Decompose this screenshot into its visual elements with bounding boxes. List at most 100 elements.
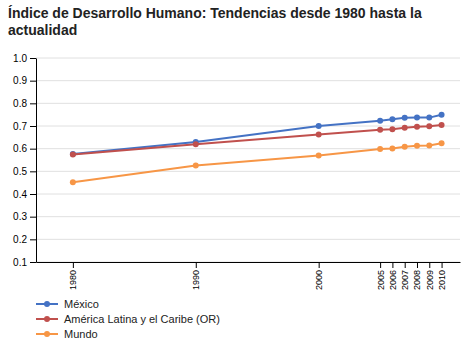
y-tick: 1.0 <box>13 53 36 64</box>
chart-container: Índice de Desarrollo Humano: Tendencias … <box>0 0 474 347</box>
grid-line <box>36 239 460 240</box>
y-tick-mark <box>30 81 36 82</box>
x-tick: 1990 <box>191 262 201 290</box>
point <box>426 142 432 148</box>
y-tick-mark <box>30 262 36 263</box>
x-tick-label: 2006 <box>388 270 398 290</box>
chart: Índice de Desarrollo Humano: Tendencias … <box>0 0 474 347</box>
point <box>316 132 322 138</box>
legend-marker <box>44 316 50 322</box>
x-tick-mark <box>380 262 381 268</box>
legend: México América Latina y el Caribe (OR) Mun… <box>36 298 220 340</box>
point <box>414 143 420 149</box>
x-tick-mark <box>442 262 443 268</box>
x-tick-mark <box>405 262 406 268</box>
x-tick-label: 1990 <box>191 270 201 290</box>
x-tick-mark <box>73 262 74 268</box>
legend-item: México <box>36 298 99 310</box>
legend-marker <box>44 331 50 337</box>
y-axis-line <box>36 59 37 263</box>
point <box>414 115 420 121</box>
point <box>70 151 76 157</box>
x-tick: 2005 <box>375 262 385 290</box>
y-tick-mark <box>30 103 36 104</box>
y-tick-label: 0.3 <box>13 211 27 222</box>
grid-line <box>36 216 460 217</box>
point <box>439 140 445 146</box>
y-tick-mark <box>30 217 36 218</box>
x-tick-mark <box>392 262 393 268</box>
point <box>389 126 395 132</box>
point <box>402 115 408 121</box>
y-tick-label: 0.9 <box>13 75 27 86</box>
x-tick: 1980 <box>68 262 78 290</box>
y-tick: 0.4 <box>13 189 36 200</box>
x-axis: 1980 1990 2000 200520062007200820092010 <box>37 262 461 290</box>
point <box>389 145 395 151</box>
x-tick: 2007 <box>400 262 410 290</box>
y-tick-mark <box>30 239 36 240</box>
x-tick-label: 2009 <box>425 270 435 290</box>
series <box>70 122 445 157</box>
y-tick-mark <box>30 171 36 172</box>
y-tick-label: 0.1 <box>13 257 27 268</box>
line <box>73 143 442 182</box>
legend-marker <box>44 301 50 307</box>
plot: 0.1 0.2 0.3 0.4 0.5 0.6 0.7 0.8 0.9 1.0 1980 1990 20… <box>13 53 460 290</box>
grid-line <box>36 126 460 127</box>
x-tick: 2010 <box>437 262 447 290</box>
title-line: Índice de Desarrollo Humano: Tendencias … <box>8 5 422 21</box>
point <box>70 179 76 185</box>
point <box>316 152 322 158</box>
x-axis-line <box>37 262 461 263</box>
x-tick-mark <box>417 262 418 268</box>
line <box>73 125 442 154</box>
title: Índice de Desarrollo Humano: Tendencias … <box>8 5 422 38</box>
y-tick-label: 0.6 <box>13 143 27 154</box>
legend-label: Mundo <box>64 328 98 340</box>
point <box>439 112 445 118</box>
point <box>402 144 408 150</box>
x-tick-label: 2007 <box>400 270 410 290</box>
point <box>414 124 420 130</box>
point <box>70 152 76 158</box>
y-tick-label: 0.7 <box>13 121 27 132</box>
x-tick-label: 2000 <box>314 270 324 290</box>
y-tick-label: 0.5 <box>13 166 27 177</box>
y-axis: 0.1 0.2 0.3 0.4 0.5 0.6 0.7 0.8 0.9 1.0 <box>13 53 36 268</box>
point <box>402 125 408 131</box>
point <box>193 141 199 147</box>
point <box>426 123 432 129</box>
x-tick: 2009 <box>425 262 435 290</box>
x-tick-label: 2008 <box>412 270 422 290</box>
point <box>439 122 445 128</box>
x-tick: 2008 <box>412 262 422 290</box>
y-tick-mark <box>30 126 36 127</box>
y-tick: 0.7 <box>13 121 36 132</box>
point <box>316 123 322 129</box>
y-tick-label: 0.4 <box>13 189 27 200</box>
grid-line <box>36 171 460 172</box>
x-tick-label: 2010 <box>437 270 447 290</box>
grid-line <box>36 194 460 195</box>
title-line: actualidad <box>8 22 77 38</box>
y-tick: 0.3 <box>13 211 36 222</box>
point <box>377 127 383 133</box>
legend-label: América Latina y el Caribe (OR) <box>64 313 220 325</box>
x-tick-mark <box>319 262 320 268</box>
x-tick: 2006 <box>388 262 398 290</box>
legend-item: América Latina y el Caribe (OR) <box>36 313 220 325</box>
point <box>426 115 432 121</box>
grid-line <box>36 103 460 104</box>
x-tick: 2000 <box>314 262 324 290</box>
y-tick: 0.9 <box>13 75 36 86</box>
grid <box>36 58 460 262</box>
series <box>70 112 445 157</box>
series <box>70 140 445 185</box>
y-tick-mark <box>30 149 36 150</box>
y-tick: 0.8 <box>13 98 36 109</box>
y-tick: 0.2 <box>13 234 36 245</box>
x-tick-label: 1980 <box>68 270 78 290</box>
y-tick: 0.5 <box>13 166 36 177</box>
legend-item: Mundo <box>36 328 98 340</box>
